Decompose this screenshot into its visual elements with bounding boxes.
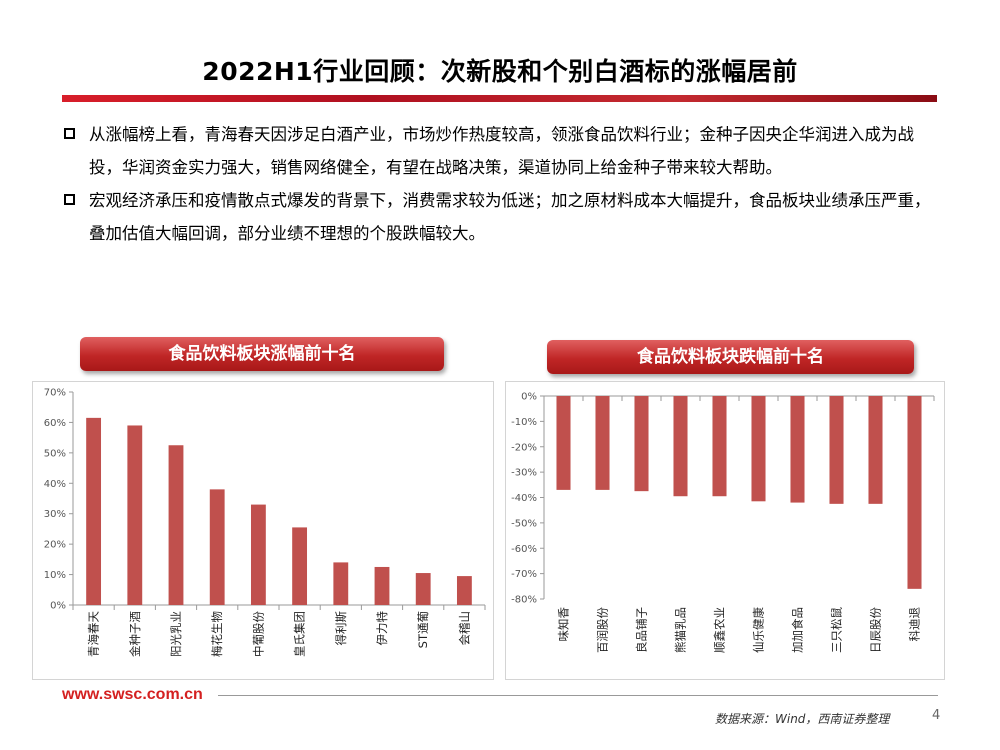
y-tick-label: 0% (50, 601, 66, 612)
footer-divider (218, 695, 938, 696)
x-category-label: 梅花生物 (210, 611, 224, 657)
x-category-label: 加加食品 (791, 607, 805, 653)
bar (595, 396, 610, 490)
bullet-list: 从涨幅榜上看，青海春天因涉足白酒产业，市场炒作热度较高，领涨食品饮料行业；金种子… (62, 118, 942, 250)
y-tick-label: 50% (44, 448, 66, 459)
x-category-label: 味知香 (557, 607, 571, 642)
gainers-bar-chart: 0% 10% 20% 30% 40% 50% 60% 70% 青海春天 金种子酒 阳光乳业 梅花生物 中… (44, 388, 486, 657)
y-tick-label: -70% (511, 569, 537, 580)
bar (634, 396, 649, 492)
bullet-text: 宏观经济承压和疫情散点式爆发的背景下，消费需求较为低迷；加之原材料成本大幅提升，… (89, 191, 931, 243)
website-link[interactable]: www.swsc.com.cn (62, 686, 203, 703)
x-category-label: 百润股份 (596, 607, 610, 653)
losers-bar-chart: 0% -10% -20% -30% -40% -50% -60% -70% -80% 味知香 百润股… (511, 392, 935, 653)
bullet-item: 从涨幅榜上看，青海春天因涉足白酒产业，市场炒作热度较高，领涨食品饮料行业；金种子… (62, 118, 942, 184)
x-category-label: 顺鑫农业 (713, 607, 727, 653)
x-category-label: 金种子酒 (128, 611, 142, 657)
bar (790, 396, 805, 503)
x-category-label: 日辰股份 (869, 607, 883, 653)
x-category-label: 伊力特 (375, 611, 389, 646)
title-underline (62, 95, 937, 102)
y-tick-label: 30% (44, 509, 66, 520)
x-category-label: 仙乐健康 (752, 607, 766, 653)
losers-chart-title: 食品饮料板块跌幅前十名 (547, 340, 914, 374)
bar (209, 489, 225, 605)
bar (415, 573, 431, 605)
square-bullet-icon (64, 128, 75, 139)
bullet-item: 宏观经济承压和疫情散点式爆发的背景下，消费需求较为低迷；加之原材料成本大幅提升，… (62, 184, 942, 250)
gainers-chart-title: 食品饮料板块涨幅前十名 (80, 337, 444, 371)
bar (829, 396, 844, 504)
bar (751, 396, 766, 502)
x-category-label: 科迪退 (908, 607, 922, 642)
x-category-label: 阳光乳业 (169, 611, 183, 657)
x-category-label: 青海春天 (87, 611, 101, 657)
y-tick-label: 0% (521, 392, 537, 403)
y-tick-label: -10% (511, 417, 537, 428)
bar (673, 396, 688, 497)
y-tick-label: -80% (511, 595, 537, 606)
bar (556, 396, 571, 490)
bar (292, 527, 308, 605)
y-tick-label: -40% (511, 493, 537, 504)
x-category-label: 皇氏集团 (293, 611, 307, 657)
bar (374, 566, 390, 605)
y-tick-label: -60% (511, 544, 537, 555)
y-tick-label: 70% (44, 388, 66, 399)
page-number: 4 (932, 708, 941, 723)
square-bullet-icon (64, 194, 75, 205)
bar (333, 562, 349, 605)
y-tick-label: -20% (511, 442, 537, 453)
gainers-chart-frame: 0% 10% 20% 30% 40% 50% 60% 70% 青海春天 金种子酒 阳光乳业 梅花生物 中… (32, 381, 494, 680)
y-tick-label: -30% (511, 468, 537, 479)
bar (868, 396, 883, 504)
y-tick-label: -50% (511, 518, 537, 529)
x-category-label: ST通葡 (416, 611, 430, 648)
bar (907, 396, 922, 589)
bar (712, 396, 727, 497)
bar (86, 417, 102, 605)
y-tick-label: 40% (44, 479, 66, 490)
y-tick-label: 10% (44, 570, 66, 581)
bar (250, 504, 266, 605)
x-category-label: 熊猫乳品 (674, 607, 688, 653)
losers-chart-frame: 0% -10% -20% -30% -40% -50% -60% -70% -80% 味知香 百润股… (505, 381, 945, 680)
x-category-label: 三只松鼠 (830, 607, 844, 653)
x-category-label: 得利斯 (334, 611, 348, 646)
data-source: 数据来源：Wind，西南证券整理 (715, 712, 890, 726)
y-tick-label: 20% (44, 540, 66, 551)
x-category-label: 中葡股份 (251, 611, 265, 657)
page-title: 2022H1行业回顾：次新股和个别白酒标的涨幅居前 (202, 57, 798, 86)
x-category-label: 会稽山 (457, 611, 471, 646)
bar (456, 576, 472, 605)
bar (168, 445, 184, 605)
bar (127, 425, 143, 605)
y-tick-label: 60% (44, 418, 66, 429)
x-category-label: 良品铺子 (635, 607, 649, 653)
bullet-text: 从涨幅榜上看，青海春天因涉足白酒产业，市场炒作热度较高，领涨食品饮料行业；金种子… (89, 125, 914, 177)
